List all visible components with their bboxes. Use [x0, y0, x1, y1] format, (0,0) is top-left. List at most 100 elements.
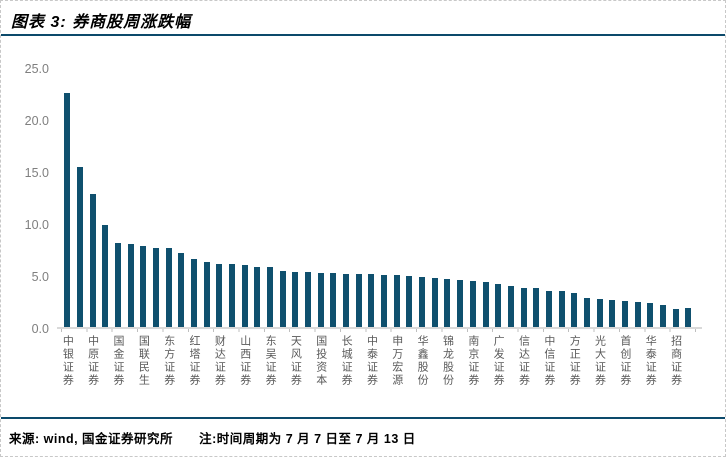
- x-label-cell: [74, 335, 87, 387]
- x-category-label: 东吴证券: [264, 335, 277, 387]
- x-label-cell: [378, 335, 391, 387]
- bar-cell: [314, 58, 327, 328]
- x-label-cell: [251, 335, 264, 387]
- x-label-cell: [479, 335, 492, 387]
- bar-cell: [112, 58, 125, 328]
- bar: [672, 309, 679, 328]
- bar-cell: [124, 58, 137, 328]
- x-label-cell: 长城证券: [340, 335, 353, 387]
- footer-divider: [1, 417, 725, 419]
- bar: [621, 300, 628, 328]
- x-label-cell: [124, 335, 137, 387]
- bar-cell: [327, 58, 340, 328]
- x-label-cell: 光大证券: [593, 335, 606, 387]
- x-label-cell: [175, 335, 188, 387]
- x-label-cell: 华鑫股份: [416, 335, 429, 387]
- x-label-cell: 山西证券: [238, 335, 251, 387]
- bar: [330, 272, 337, 328]
- source-note: 来源: wind, 国金证券研究所 注:时间周期为 7 月 7 日至 7 月 13…: [9, 428, 442, 447]
- bar-cell: [555, 58, 568, 328]
- bar-cell: [289, 58, 302, 328]
- y-tick-label: 5.0: [31, 270, 49, 284]
- bar: [659, 305, 666, 328]
- x-label-cell: [352, 335, 365, 387]
- bar-cell: [74, 58, 87, 328]
- bar-cell: [251, 58, 264, 328]
- bar-cell: [276, 58, 289, 328]
- bar-cell: [581, 58, 594, 328]
- bar-cell: [505, 58, 518, 328]
- bar-cell: [467, 58, 480, 328]
- x-label-cell: [428, 335, 441, 387]
- bar: [457, 280, 464, 328]
- bar-cell: [238, 58, 251, 328]
- bar: [558, 290, 565, 328]
- bar-cell: [365, 58, 378, 328]
- x-label-cell: [403, 335, 416, 387]
- bar: [368, 273, 375, 328]
- bar-cell: [213, 58, 226, 328]
- x-label-cell: 方正证券: [568, 335, 581, 387]
- bar: [153, 247, 160, 328]
- bar-cell: [302, 58, 315, 328]
- bar: [216, 263, 223, 328]
- bar-cell: [162, 58, 175, 328]
- x-label-cell: 红塔证券: [188, 335, 201, 387]
- bar-cell: [644, 58, 657, 328]
- bar-cell: [390, 58, 403, 328]
- x-label-cell: 天风证券: [289, 335, 302, 387]
- x-label-cell: 中银证券: [61, 335, 74, 387]
- bar-cell: [188, 58, 201, 328]
- bar-cell: [492, 58, 505, 328]
- bar: [545, 290, 552, 328]
- bar: [89, 193, 96, 328]
- bar: [241, 264, 248, 328]
- bar: [343, 273, 350, 328]
- bar-cell: [568, 58, 581, 328]
- x-category-label: 华泰证券: [644, 335, 657, 387]
- x-label-cell: [150, 335, 163, 387]
- x-label-cell: [99, 335, 112, 387]
- x-category-label: 国金证券: [112, 335, 125, 387]
- x-label-cell: [276, 335, 289, 387]
- x-label-cell: [530, 335, 543, 387]
- bar-cell: [352, 58, 365, 328]
- figure-title: 图表 3: 券商股周涨跌幅: [11, 14, 192, 31]
- bar: [305, 271, 312, 328]
- x-axis-ticks: [61, 329, 697, 332]
- bar: [520, 288, 527, 328]
- bar: [64, 92, 71, 328]
- bar-cell: [543, 58, 556, 328]
- bar-cell: [200, 58, 213, 328]
- bar-cell: [606, 58, 619, 328]
- bar: [317, 272, 324, 328]
- x-label-cell: [581, 335, 594, 387]
- x-category-label: 光大证券: [593, 335, 606, 387]
- bar-cell: [479, 58, 492, 328]
- bar: [267, 266, 274, 328]
- bar-cell: [403, 58, 416, 328]
- bar: [381, 274, 388, 328]
- x-axis-labels: 中银证券 中原证券 国金证券 国联民生 东方证券 红塔证券 财达证券 山西证券 东吴证券 天风证券…: [61, 335, 695, 387]
- bar-cell: [428, 58, 441, 328]
- x-category-label: 华鑫股份: [416, 335, 429, 387]
- bar-cell: [593, 58, 606, 328]
- x-category-label: 中泰证券: [365, 335, 378, 387]
- bar: [165, 247, 172, 328]
- title-divider: [1, 34, 725, 36]
- x-label-cell: 锦龙股份: [441, 335, 454, 387]
- x-label-cell: 招商证券: [669, 335, 682, 387]
- bar-cell: [340, 58, 353, 328]
- bar: [609, 299, 616, 328]
- bar-cell: [137, 58, 150, 328]
- x-label-cell: 华泰证券: [644, 335, 657, 387]
- bar: [229, 263, 236, 328]
- y-axis: 0.0 5.0 10.0 15.0 20.0 25.0: [1, 1, 49, 341]
- y-tick-label: 20.0: [24, 114, 49, 128]
- x-label-cell: 南京证券: [467, 335, 480, 387]
- x-label-cell: 国联民生: [137, 335, 150, 387]
- x-label-cell: [505, 335, 518, 387]
- bar: [406, 276, 413, 328]
- x-category-label: 中信证券: [542, 335, 555, 387]
- x-category-label: 国投资本: [314, 335, 327, 387]
